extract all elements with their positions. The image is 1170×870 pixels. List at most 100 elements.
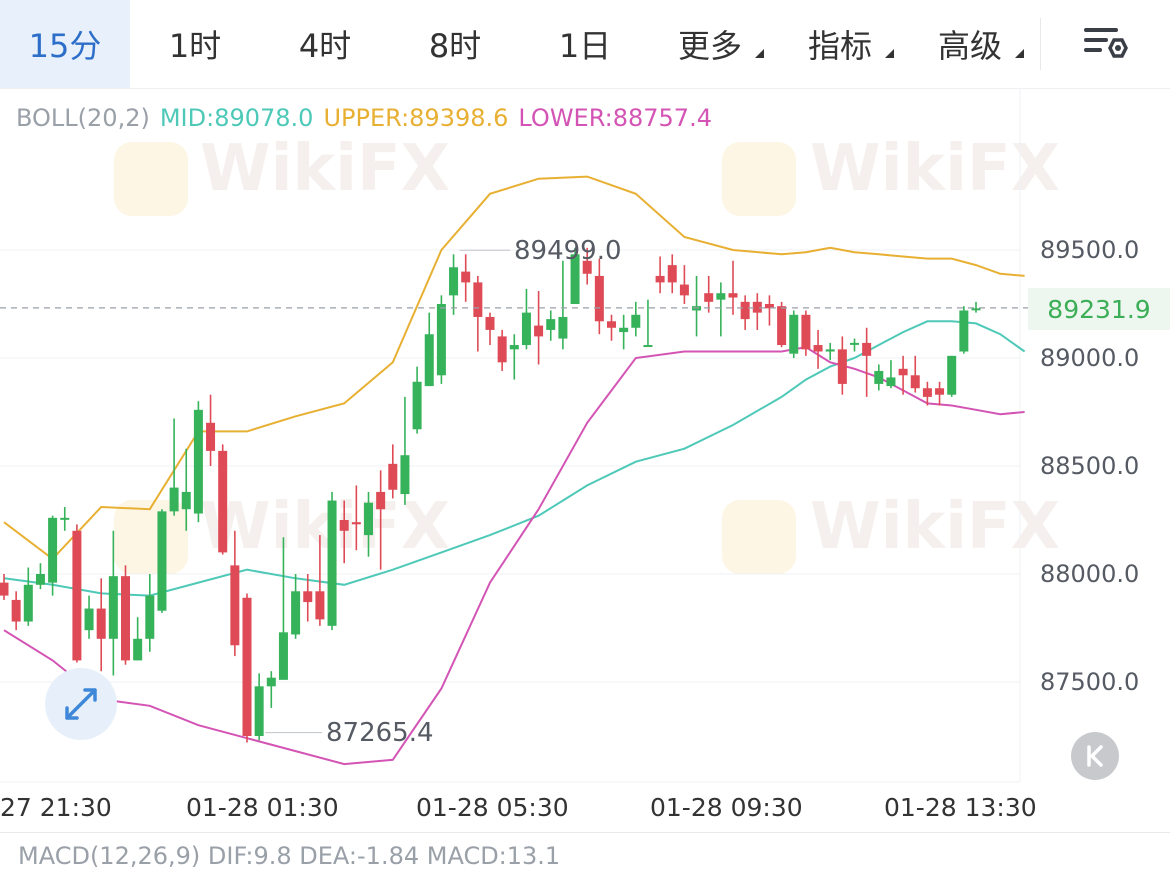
boll-legend: BOLL(20,2) MID:89078.0 UPPER:89398.6 LOWER:… bbox=[16, 104, 722, 132]
candle-body bbox=[813, 345, 823, 352]
candle-body bbox=[728, 293, 738, 298]
candle-body bbox=[485, 316, 495, 330]
tab-label: 高级 bbox=[937, 27, 1002, 65]
candle-body bbox=[351, 522, 361, 525]
candle-body bbox=[230, 565, 240, 646]
candle-body bbox=[764, 304, 774, 309]
candle-body bbox=[266, 677, 276, 687]
candle-body bbox=[169, 487, 179, 512]
tab-15m[interactable]: 15分 bbox=[0, 0, 130, 88]
chart-settings-button[interactable] bbox=[1078, 18, 1130, 70]
tab-label: 1日 bbox=[558, 27, 612, 65]
tab-advanced[interactable]: 高级 bbox=[910, 0, 1030, 88]
candle-body bbox=[534, 325, 544, 337]
dropdown-triangle-icon bbox=[1015, 49, 1024, 58]
candle-body bbox=[570, 254, 580, 304]
candle-body bbox=[509, 345, 519, 350]
toolbar-divider bbox=[1040, 18, 1041, 70]
price-tick: 88000.0 bbox=[1040, 560, 1140, 588]
tab-label: 15分 bbox=[28, 27, 102, 65]
candle-body bbox=[594, 275, 604, 322]
candle-body bbox=[303, 591, 313, 603]
candle-body bbox=[801, 314, 811, 350]
watermark-logo bbox=[722, 500, 796, 574]
candle-body bbox=[48, 517, 58, 583]
time-tick: 01-28 09:30 bbox=[650, 793, 803, 822]
watermark-logo bbox=[114, 142, 188, 216]
candle-body bbox=[667, 265, 677, 283]
candle-body bbox=[424, 334, 434, 387]
tab-more[interactable]: 更多 bbox=[650, 0, 770, 88]
dropdown-triangle-icon bbox=[885, 49, 894, 58]
candle-body bbox=[752, 301, 762, 313]
tab-1h[interactable]: 1时 bbox=[130, 0, 260, 88]
candle-body bbox=[376, 491, 386, 510]
expand-arrows-icon bbox=[65, 688, 97, 720]
candle-body bbox=[72, 530, 82, 661]
time-tick: 01-28 13:30 bbox=[884, 793, 1037, 822]
watermark-text: WikiFX bbox=[200, 132, 451, 206]
candle-body bbox=[388, 463, 398, 490]
time-tick: 27 21:30 bbox=[0, 793, 112, 822]
candle-body bbox=[704, 293, 714, 302]
candle-body bbox=[582, 260, 592, 274]
candle-body bbox=[449, 267, 459, 296]
candle-body bbox=[631, 314, 641, 328]
candle-body bbox=[971, 308, 981, 311]
chart-settings-icon bbox=[1084, 28, 1128, 58]
candle-body bbox=[327, 500, 337, 626]
candle-body bbox=[315, 591, 325, 620]
watermark-logo bbox=[722, 142, 796, 216]
candle-body bbox=[607, 321, 616, 328]
candle-body bbox=[254, 686, 264, 736]
boll-upper: UPPER:89398.6 bbox=[323, 104, 509, 132]
candle-body bbox=[11, 599, 21, 622]
candle-body bbox=[935, 388, 945, 395]
candle-body bbox=[521, 312, 531, 346]
candle-body bbox=[23, 584, 33, 622]
price-tick: 87500.0 bbox=[1040, 668, 1140, 696]
boll-lower: LOWER:88757.4 bbox=[518, 104, 712, 132]
candle-body bbox=[619, 327, 629, 333]
candle-body bbox=[473, 282, 483, 317]
tab-label: 1时 bbox=[168, 27, 222, 65]
boll-mid: MID:89078.0 bbox=[159, 104, 314, 132]
candle-body bbox=[133, 638, 143, 661]
tab-8h[interactable]: 8时 bbox=[390, 0, 520, 88]
candle-body bbox=[679, 284, 689, 296]
time-tick: 01-28 05:30 bbox=[416, 793, 569, 822]
tab-label: 4时 bbox=[298, 27, 352, 65]
jump-to-latest-icon bbox=[1087, 745, 1103, 767]
watermark-text: WikiFX bbox=[810, 490, 1061, 564]
candlestick-chart[interactable] bbox=[0, 88, 1170, 788]
candle-body bbox=[947, 355, 957, 395]
candle-body bbox=[837, 349, 847, 384]
candle-body bbox=[777, 306, 787, 346]
candle-body bbox=[655, 275, 665, 283]
candle-body bbox=[181, 491, 191, 510]
price-tick: 89000.0 bbox=[1040, 344, 1140, 372]
boll-mid-line bbox=[3, 320, 1026, 597]
candle-body bbox=[0, 582, 9, 596]
candle-body bbox=[218, 450, 228, 553]
candle-body bbox=[96, 608, 106, 639]
candle-body bbox=[145, 595, 155, 639]
scroll-to-latest-button[interactable] bbox=[1071, 732, 1119, 780]
tab-1d[interactable]: 1日 bbox=[520, 0, 650, 88]
watermark-text: WikiFX bbox=[810, 132, 1061, 206]
tab-label: 8时 bbox=[428, 27, 482, 65]
candle-body bbox=[193, 409, 203, 514]
watermark-text: WikiFX bbox=[200, 490, 451, 564]
candle-body bbox=[461, 271, 471, 283]
candle-body bbox=[339, 520, 349, 531]
candle-body bbox=[898, 368, 908, 376]
candle-body bbox=[60, 517, 70, 520]
low-price-marker: 87265.4 bbox=[326, 718, 434, 748]
candle-body bbox=[291, 591, 301, 635]
tab-4h[interactable]: 4时 bbox=[260, 0, 390, 88]
candle-body bbox=[910, 375, 920, 389]
candle-body bbox=[959, 310, 969, 352]
candle-body bbox=[242, 597, 252, 736]
tab-indicators[interactable]: 指标 bbox=[780, 0, 900, 88]
fullscreen-button[interactable] bbox=[45, 668, 117, 740]
